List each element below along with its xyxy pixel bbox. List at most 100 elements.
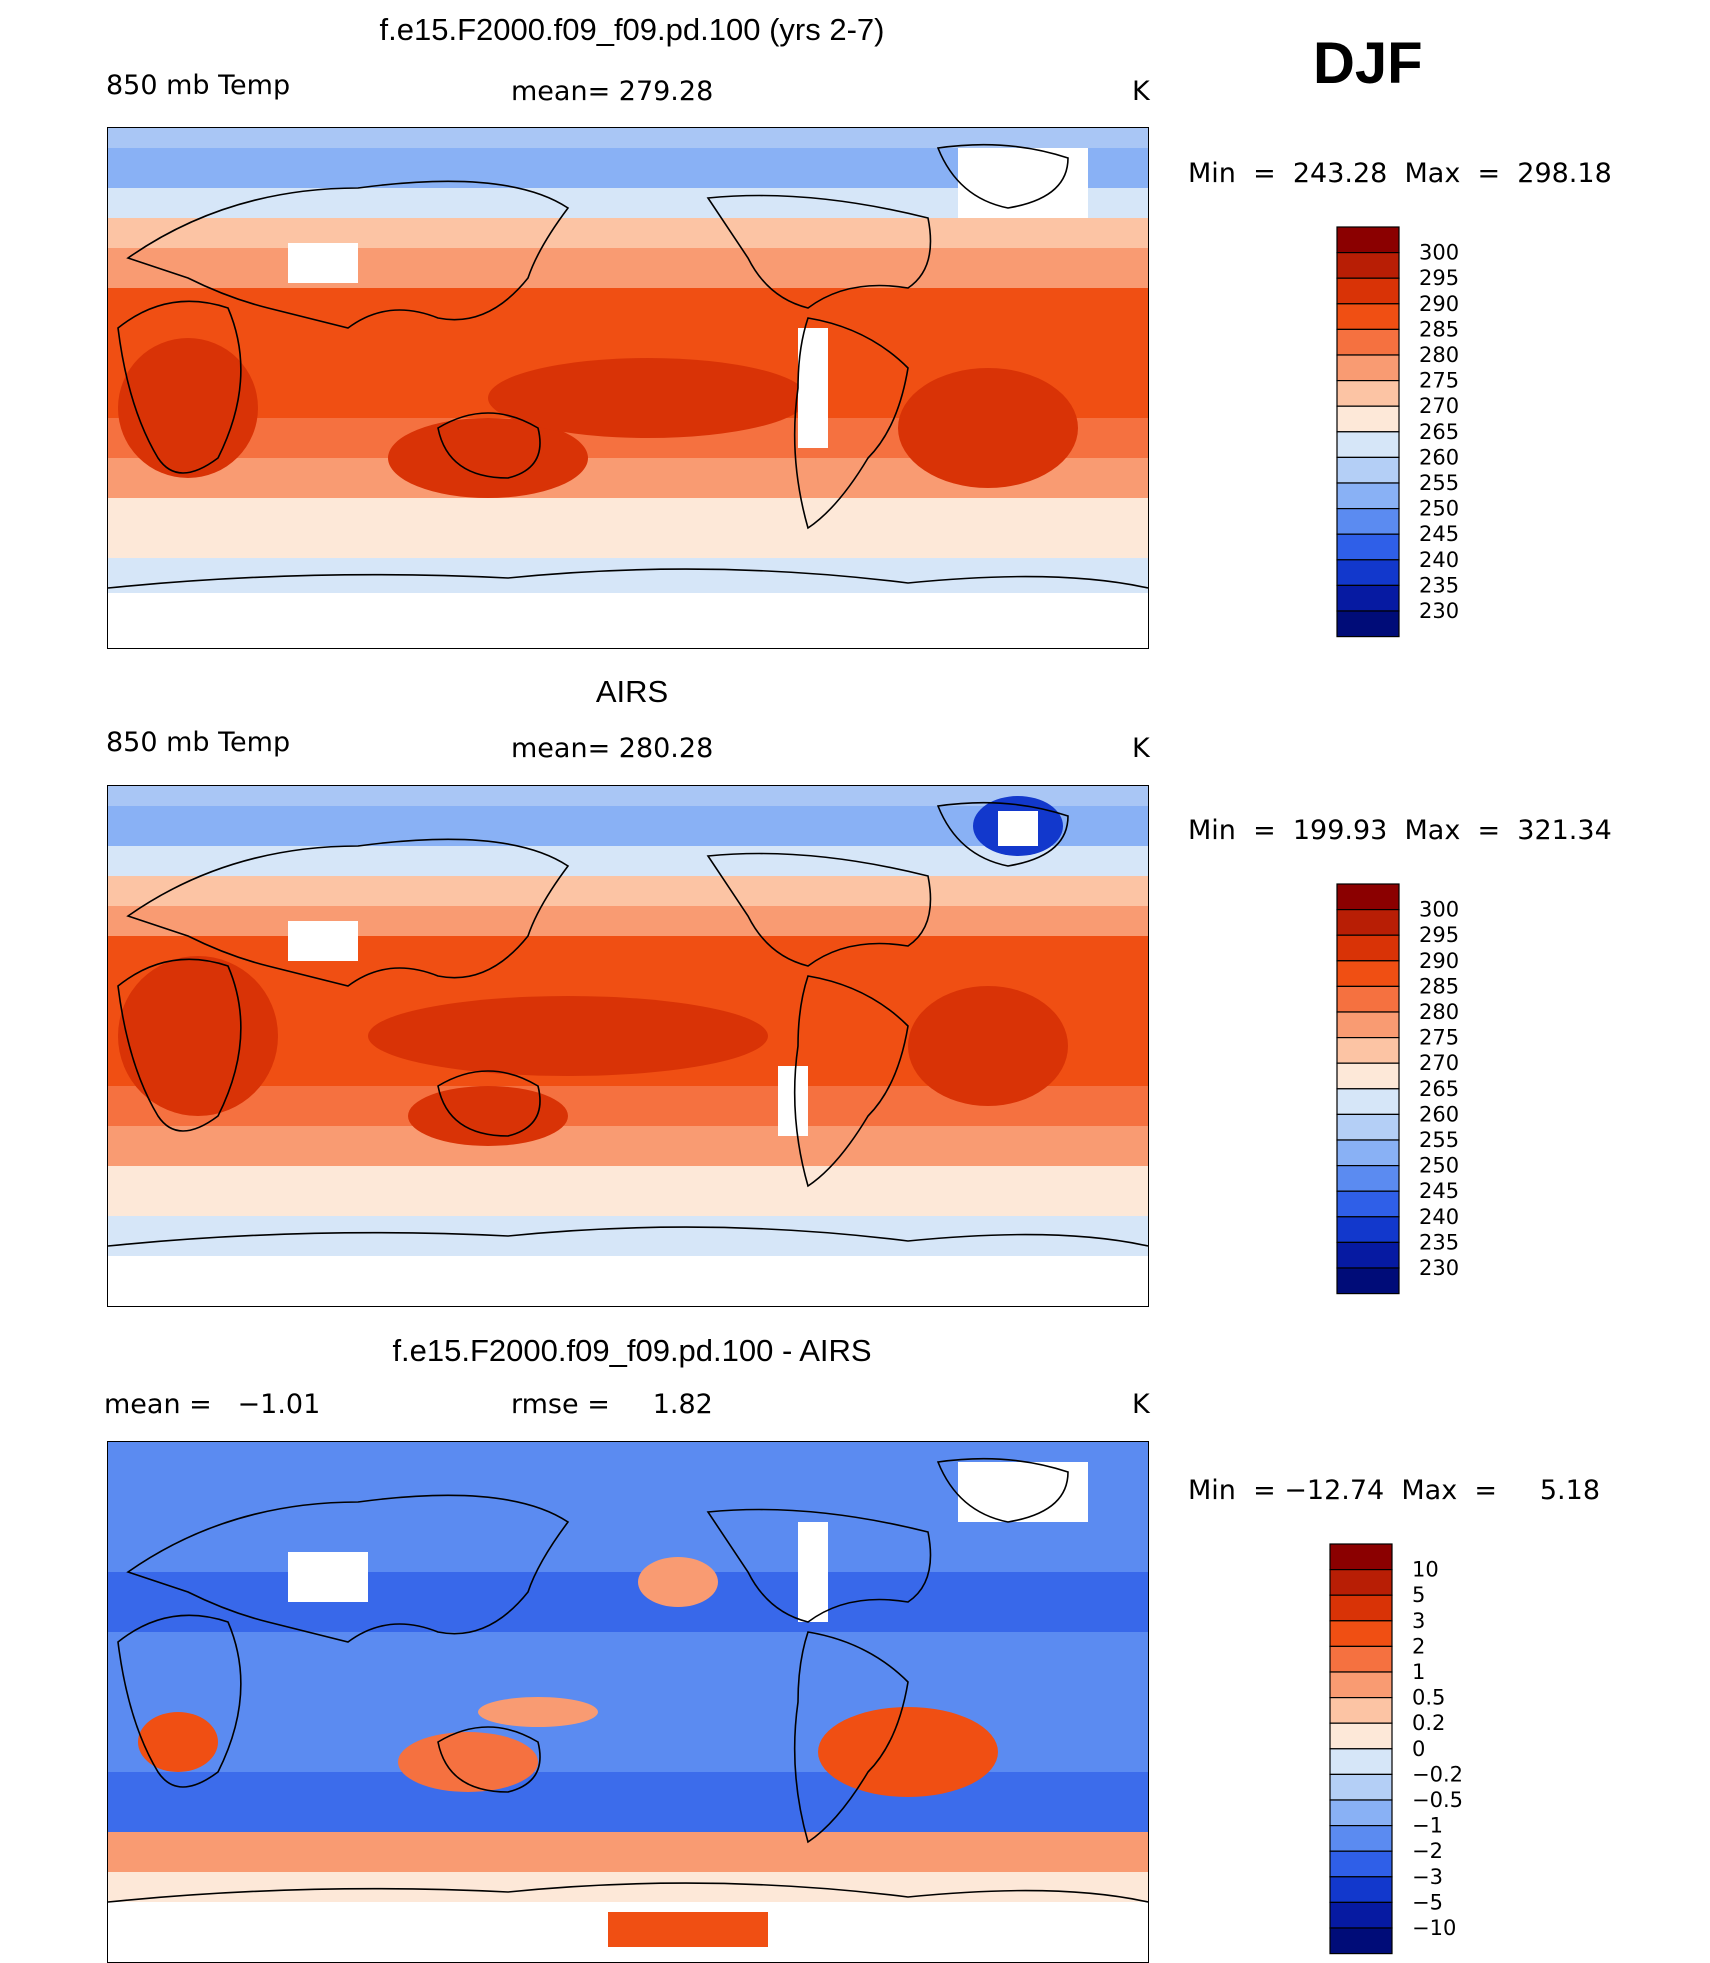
colorbar-swatch [1336,909,1400,936]
colorbar-tick-label: 280 [1419,1000,1459,1024]
colorbar-swatch [1329,1748,1393,1776]
colorbar-svg: 3002952902852802752702652602552502452402… [1336,883,1459,1295]
colorbar-swatch [1329,1825,1393,1852]
colorbar-swatch [1329,1722,1393,1750]
colorbar-tick-label: 285 [1419,974,1459,998]
colorbar-tick-label: 1 [1412,1660,1425,1684]
colorbar-tick-label: 240 [1419,548,1459,572]
panel-2-title: AIRS [595,674,669,709]
colorbar-swatch [1329,1927,1393,1955]
colorbar-swatch [1336,960,1400,988]
colorbar-tick-label: 0 [1412,1737,1425,1761]
colorbar-tick-label: 0.2 [1412,1711,1445,1735]
panel-3-map [107,1441,1149,1963]
colorbar-tick-label: 0.5 [1412,1686,1445,1710]
colorbar-swatch [1329,1799,1393,1827]
panel-1-units-label: K [1132,76,1150,107]
panel-3-min-max: Min = −12.74 Max = 5.18 [1188,1475,1601,1506]
colorbar-tick-label: 295 [1419,923,1459,947]
colorbar-swatch [1329,1569,1393,1596]
colorbar-swatch [1336,1190,1400,1218]
colorbar-swatch [1329,1697,1393,1724]
colorbar-tick-label: 250 [1419,497,1459,521]
colorbar-tick-label: 270 [1419,394,1459,418]
colorbar-swatch [1336,559,1400,586]
colorbar-tick-label: 295 [1419,266,1459,290]
colorbar-tick-label: 5 [1412,1583,1425,1607]
colorbar-swatch [1336,508,1400,535]
panel-1-map-plot [108,128,1148,648]
colorbar-tick-label: 275 [1419,1026,1459,1050]
colorbar-swatch [1336,252,1400,279]
colorbar-tick-label: 250 [1419,1154,1459,1178]
panel-2-mean-label: mean= 280.28 [511,733,714,764]
colorbar-swatch [1336,1037,1400,1064]
colorbar-swatch [1329,1773,1393,1801]
colorbar-swatch [1336,1113,1400,1141]
colorbar-swatch [1336,1241,1400,1269]
colorbar-swatch [1329,1901,1393,1929]
panel-2-colorbar: 300 295 290 285 280 275 270 265 260 255 250 245 240 2… [1336,883,1517,1298]
panel-3-units-label: K [1132,1389,1150,1420]
panel-3-mean-label: mean = −1.01 [104,1389,321,1420]
colorbar-tick-label: 240 [1419,1205,1459,1229]
colorbar-swatch [1336,1062,1400,1090]
colorbar-tick-label: −10 [1412,1916,1456,1940]
colorbar-tick-label: −0.2 [1412,1762,1463,1786]
colorbar-tick-label: 230 [1419,1256,1459,1280]
colorbar-tick-label: 300 [1419,898,1459,922]
panel-2-units-label: K [1132,733,1150,764]
panel-2-min-max: Min = 199.93 Max = 321.34 [1188,815,1612,846]
colorbar-tick-label: 255 [1419,1128,1459,1152]
panel-1-title: f.e15.F2000.f09_f09.pd.100 (yrs 2-7) [379,12,885,47]
colorbar-tick-label: 265 [1419,1077,1459,1101]
colorbar-swatch [1336,303,1400,331]
colorbar-tick-label: 230 [1419,599,1459,623]
colorbar-swatch [1336,405,1400,433]
colorbar-tick-label: 285 [1419,317,1459,341]
colorbar-tick-label: −1 [1412,1814,1443,1838]
colorbar-tick-label: 10 [1412,1558,1439,1582]
panel-3-colorbar: 10 5 3 2 1 0.5 0.2 0 −0.2 −0.5 −1 −2 −3 −5 −10 [1329,1543,1510,1958]
panel-2-map-plot [108,786,1148,1306]
colorbar-swatch [1329,1876,1393,1903]
colorbar-tick-label: −0.5 [1412,1788,1463,1812]
colorbar-tick-label: 300 [1419,241,1459,265]
panel-1-min-max: Min = 243.28 Max = 298.18 [1188,158,1612,189]
colorbar-tick-label: −5 [1412,1890,1443,1914]
colorbar-swatch [1336,610,1400,638]
colorbar-swatch [1336,354,1400,382]
colorbar-swatch [1336,456,1400,484]
colorbar-tick-label: 245 [1419,522,1459,546]
colorbar-swatch [1336,1165,1400,1192]
colorbar-tick-label: 280 [1419,343,1459,367]
colorbar-swatch [1336,985,1400,1013]
panel-1-mean-label: mean= 279.28 [511,76,714,107]
season-label: DJF [1313,31,1423,96]
colorbar-tick-label: 3 [1412,1609,1425,1633]
colorbar-tick-label: 290 [1419,292,1459,316]
colorbar-tick-label: 265 [1419,420,1459,444]
colorbar-tick-label: 2 [1412,1634,1425,1658]
colorbar-swatch [1329,1543,1393,1571]
panel-3-map-plot [108,1442,1148,1962]
colorbar-swatch [1329,1671,1393,1699]
colorbar-tick-label: 275 [1419,369,1459,393]
panel-1-variable-label: 850 mb Temp [106,70,291,101]
colorbar-tick-label: 235 [1419,1230,1459,1254]
colorbar-tick-label: 245 [1419,1179,1459,1203]
colorbar-swatch [1336,431,1400,459]
colorbar-tick-label: 260 [1419,445,1459,469]
colorbar-swatch [1329,1645,1393,1673]
colorbar-swatch [1336,226,1400,254]
colorbar-swatch [1336,1216,1400,1243]
colorbar-swatch [1336,934,1400,962]
colorbar-swatch [1336,1267,1400,1295]
panel-2-variable-label: 850 mb Temp [106,727,291,758]
colorbar-swatch [1336,380,1400,407]
colorbar-swatch [1336,1139,1400,1167]
colorbar-tick-label: 235 [1419,573,1459,597]
colorbar-tick-label: 290 [1419,949,1459,973]
colorbar-tick-label: 270 [1419,1051,1459,1075]
